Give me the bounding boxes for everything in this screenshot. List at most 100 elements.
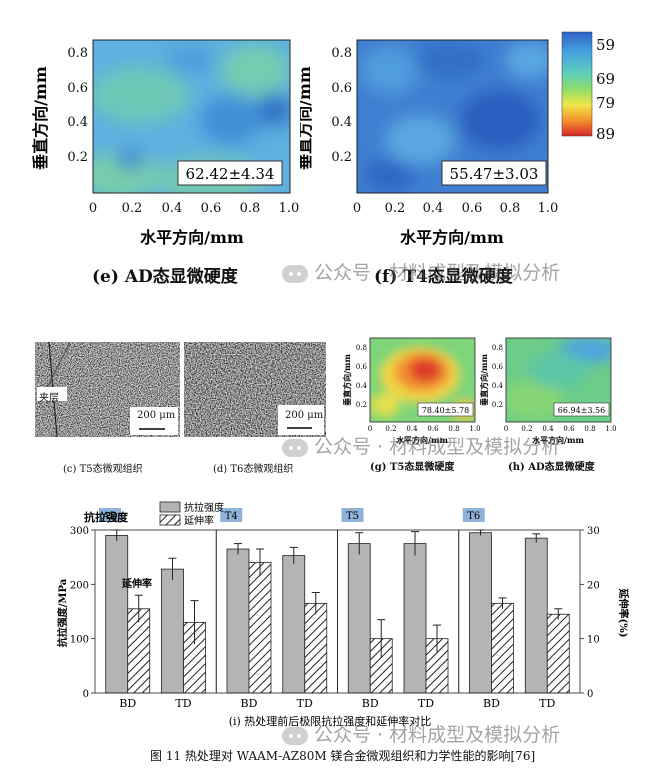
group-tag-T6	[462, 508, 485, 522]
e-ytick-0.6: 0.6	[67, 81, 88, 96]
bar-strength-4	[347, 543, 371, 694]
f-xlabel: 水平方向/mm	[400, 228, 504, 247]
e-xtick-0.2: 0.2	[122, 201, 143, 216]
g-xtick-0.6: 0.6	[427, 425, 439, 433]
group-label-T4: T4	[225, 511, 238, 522]
f-ytick-0.4: 0.4	[331, 115, 352, 130]
watermark-2: 公众号 · 材料成型及模拟分析	[282, 432, 560, 459]
contour-map-f: 0.2 0.4 0.6 0.8 0 0.2 0.4 0.6 0.8 1.0 垂直…	[300, 31, 615, 247]
watermark-2-text: 公众号 · 材料成型及模拟分析	[314, 436, 561, 458]
panel-T6	[458, 529, 581, 694]
h-value-box: 66.94±3.56	[558, 406, 605, 415]
h-xtick-1.0: 1.0	[605, 425, 616, 433]
ytick-label-3: 300	[70, 526, 89, 537]
category-label-0: BD	[119, 697, 136, 710]
ytick-label-0: 0	[83, 689, 89, 700]
e-xtick-0.4: 0.4	[162, 201, 183, 216]
wechat-icon	[282, 438, 308, 457]
y2tick-label-1: 10	[587, 635, 600, 646]
e-xtick-0.8: 0.8	[240, 201, 261, 216]
h-xtick-0.8: 0.8	[584, 425, 595, 433]
chart-title: (i) 热处理前后极限抗拉强度和延伸率对比	[229, 714, 432, 728]
e-ytick-0.2: 0.2	[67, 150, 88, 165]
f-caption: (f) T4态显微硬度	[374, 267, 513, 287]
h-xtick-0.6: 0.6	[563, 425, 575, 433]
g-ytick-0.8: 0.8	[356, 344, 367, 352]
ytick-label-1: 100	[70, 635, 89, 646]
f-xtick-0.8: 0.8	[500, 201, 521, 216]
c-caption: (c) T5态微观组织	[63, 464, 143, 475]
bar-strength-2	[226, 548, 250, 694]
contour-map-g: 0.2 0.4 0.6 0.8 0 0.2 0.4 0.6 0.8 1.0 垂直…	[342, 337, 481, 445]
wechat-icon	[282, 264, 308, 283]
group-tag-T5	[341, 508, 364, 522]
colorbar-tick-59: 59	[596, 36, 615, 54]
bar-elongation-3	[304, 602, 328, 694]
e-ytick-0.4: 0.4	[67, 115, 88, 130]
f-xtick-0: 0	[353, 201, 361, 216]
h-ylabel: 垂直方向/mm	[479, 354, 489, 406]
g-value-box: 78.40±5.78	[422, 406, 469, 415]
colorbar-tick-79: 79	[596, 94, 615, 112]
g-xtick-0: 0	[368, 425, 372, 433]
f-ytick-0.6: 0.6	[331, 81, 352, 96]
annotation-elongation: 延伸率	[121, 577, 152, 590]
f-xtick-0.6: 0.6	[462, 201, 483, 216]
y-axis-label: 抗拉强度/MPa	[56, 578, 69, 647]
group-tag-AD	[99, 508, 121, 522]
f-ytick-0.8: 0.8	[331, 46, 352, 61]
y2tick-label-3: 30	[587, 526, 600, 537]
bar-strength-7	[524, 537, 548, 694]
figure-caption: 图 11 热处理对 WAAM-AZ80M 镁合金微观组织和力学性能的影响[76]	[150, 749, 536, 763]
bar-strength-3	[282, 555, 306, 694]
legend-elongation: 延伸率	[184, 514, 214, 527]
d-caption: (d) T6态微观组织	[213, 464, 294, 475]
group-tag-T4	[220, 508, 243, 522]
f-ylabel: 垂直方向/mm	[300, 66, 314, 170]
ytick-label-2: 200	[70, 580, 89, 591]
g-xtick-0.4: 0.4	[406, 425, 418, 433]
bar-strength-1	[161, 568, 184, 694]
h-ytick-0.2: 0.2	[492, 401, 503, 409]
g-ytick-0.6: 0.6	[356, 363, 368, 371]
category-label-5: TD	[418, 697, 434, 710]
category-label-1: TD	[175, 697, 191, 710]
g-ytick-0.4: 0.4	[356, 382, 368, 390]
g-xtick-1.0: 1.0	[469, 425, 480, 433]
bar-elongation-6	[491, 602, 514, 694]
y2-axis-label: 延伸率(%)	[617, 588, 630, 638]
watermark-3: 公众号 · 材料成型及模拟分析	[282, 720, 560, 747]
g-xtick-0.2: 0.2	[385, 425, 396, 433]
e-xtick-1.0: 1.0	[279, 201, 300, 216]
scale-bar-c: 200 μm	[137, 410, 176, 421]
group-label-AD: AD	[101, 511, 117, 522]
category-label-4: BD	[362, 697, 379, 710]
f-xtick-0.4: 0.4	[423, 201, 444, 216]
bar-strength-0	[105, 535, 129, 694]
scale-bar-d: 200 μm	[285, 410, 324, 421]
category-label-6: BD	[483, 697, 500, 710]
e-ytick-0.8: 0.8	[67, 46, 88, 61]
y2tick-label-0: 0	[587, 689, 593, 700]
g-xlabel: 水平方向/mm	[395, 435, 448, 445]
e-caption: (e) AD态显微硬度	[92, 267, 238, 287]
contour-map-h: 0.2 0.4 0.6 0.8 0 0.2 0.4 0.6 0.8 1.0 垂直…	[479, 337, 617, 445]
bar-strength-6	[469, 532, 492, 694]
colorbar	[561, 31, 593, 137]
e-ylabel: 垂直方向/mm	[31, 66, 50, 170]
legend-strength: 抗拉强度	[184, 501, 224, 514]
f-value-box: 55.47±3.03	[450, 165, 539, 183]
group-label-T5: T5	[346, 511, 359, 522]
e-xlabel: 水平方向/mm	[140, 228, 244, 247]
watermark-1-text: 公众号 · 材料成型及模拟分析	[314, 262, 561, 284]
f-xtick-1.0: 1.0	[538, 201, 559, 216]
f-ytick-0.2: 0.2	[331, 150, 352, 165]
category-label-7: TD	[539, 697, 555, 710]
h-ytick-0.4: 0.4	[492, 382, 504, 390]
wechat-icon	[282, 726, 308, 745]
bar-strength-5	[403, 543, 427, 694]
e-xtick-0: 0	[89, 201, 97, 216]
bar-elongation-7	[546, 613, 570, 694]
micrograph-c	[35, 342, 180, 437]
h-xtick-0: 0	[504, 425, 508, 433]
